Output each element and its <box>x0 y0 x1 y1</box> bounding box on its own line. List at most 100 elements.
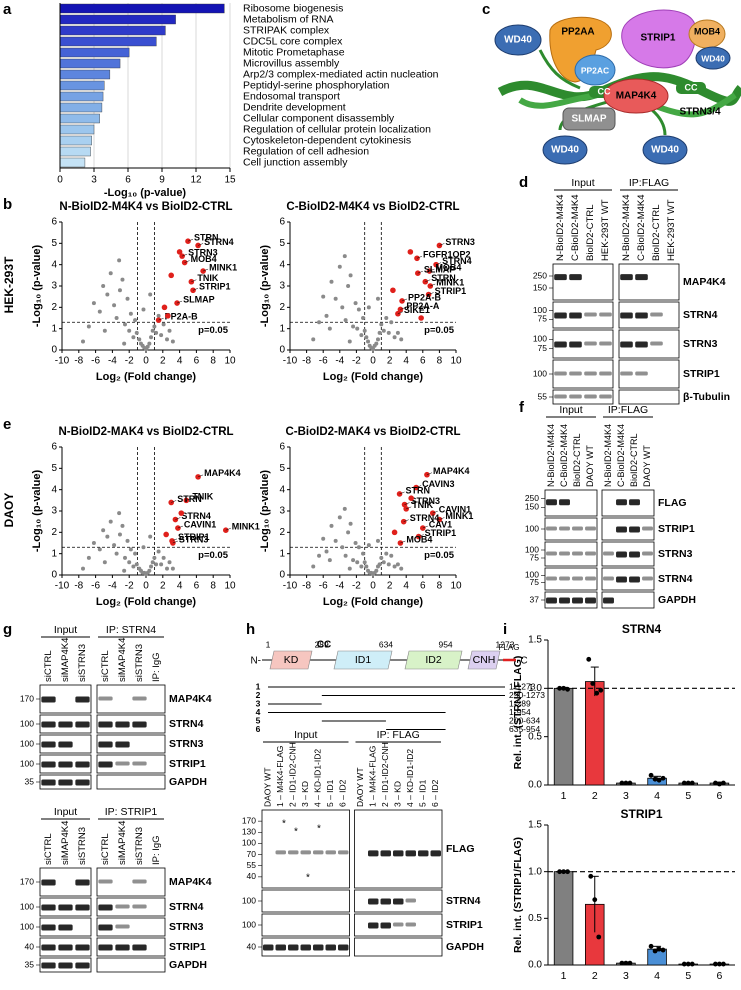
replicate-point <box>656 777 662 783</box>
residue-label: 954 <box>438 639 452 649</box>
replicate-point <box>652 948 658 954</box>
category-label: Cellular component disassembly <box>243 112 395 124</box>
hit-point <box>176 249 183 255</box>
chart-title: C-BioID2-M4K4 vs BioID2-CTRL <box>286 201 459 213</box>
replicate-point <box>648 772 654 778</box>
mw-marker: 170 <box>20 876 34 886</box>
band <box>41 779 56 786</box>
protein-point <box>120 277 125 282</box>
y-tick-label: 1 <box>51 323 57 334</box>
protein-point <box>374 341 379 346</box>
label-leader <box>404 502 410 505</box>
protein-point <box>359 564 364 569</box>
protein-label: FLAG <box>446 843 475 855</box>
band <box>41 904 56 911</box>
x-tick-label: -8 <box>74 581 83 592</box>
band <box>115 741 130 748</box>
protein-point <box>149 564 154 569</box>
protein-point <box>161 555 166 560</box>
y-tick-label: 3 <box>51 506 57 517</box>
blot-frame <box>601 517 655 541</box>
blot-frame <box>96 917 166 937</box>
diagram-label: WD40 <box>551 145 579 156</box>
x-tick-label: 4 <box>654 970 660 982</box>
label-leader <box>399 491 405 495</box>
y-tick-label: 2 <box>51 527 57 538</box>
construct-id: 6 <box>256 724 261 734</box>
hit-label: MOB4 <box>406 534 432 544</box>
hit-label: CAVIN3 <box>422 479 454 489</box>
band <box>585 551 596 556</box>
group-label: IP: STRN4 <box>106 624 156 636</box>
x-tick-label: -10 <box>283 356 298 367</box>
label-leader <box>184 260 190 263</box>
mw-marker: 37 <box>530 594 540 604</box>
protein-point <box>114 316 119 320</box>
band <box>98 741 113 748</box>
x-tick-label: 4 <box>177 581 183 592</box>
hit-point <box>200 268 206 274</box>
protein-label: GAPDH <box>169 959 207 971</box>
x-tick-label: 0 <box>57 175 63 186</box>
x-tick-label: 5 <box>685 790 691 802</box>
y-axis-label: -Log₁₀ (p-value) <box>259 470 271 553</box>
mw-marker: 100 <box>533 305 547 315</box>
band <box>584 394 597 399</box>
blot-frame <box>96 897 166 917</box>
band <box>650 312 663 317</box>
band <box>635 341 648 348</box>
band <box>275 850 286 855</box>
group-label: Input <box>559 404 582 416</box>
band <box>325 944 336 951</box>
label-leader <box>403 519 409 522</box>
y-tick-label: 4 <box>279 259 285 270</box>
y-axis-label: Rel. int. (STRIP1/FLAG) <box>512 837 524 953</box>
hit-point <box>165 313 171 319</box>
band <box>554 274 567 281</box>
mw-marker: 35 <box>25 959 35 969</box>
x-tick-label: 0 <box>143 581 149 592</box>
lane-label: BioID2-CTRL <box>585 205 596 262</box>
group-label: IP: STRIP1 <box>105 806 158 818</box>
band <box>288 850 299 855</box>
blot-frame <box>618 263 680 301</box>
protein-point <box>105 534 110 539</box>
hit-label: TNIK <box>192 492 213 502</box>
band <box>41 721 56 728</box>
protein-point <box>384 316 389 320</box>
group-label: Input <box>54 806 77 818</box>
band <box>599 341 612 346</box>
x-tick-label: -4 <box>108 581 117 592</box>
y-tick-label: 1.5 <box>528 635 542 646</box>
mw-marker: 35 <box>25 776 35 786</box>
label-leader <box>186 498 192 501</box>
protein-point <box>123 322 127 327</box>
x-tick-label: -4 <box>335 356 344 367</box>
mw-marker: 40 <box>25 941 35 951</box>
panel-label: g <box>3 621 12 638</box>
band <box>313 850 324 855</box>
slmap <box>562 107 616 131</box>
lane-label: HEK-293T WT <box>600 199 611 261</box>
label-leader <box>439 243 445 246</box>
x-tick-label: 8 <box>210 356 216 367</box>
band <box>115 944 130 951</box>
mw-marker: 55 <box>247 860 257 870</box>
y-tick-label: 0 <box>279 570 285 581</box>
protein-point <box>122 568 127 573</box>
mw-marker: 70 <box>247 849 257 859</box>
mw-marker: 100 <box>242 838 256 848</box>
bar <box>585 681 605 786</box>
terminal-label: -C <box>517 656 528 667</box>
construct-range: 290-634 <box>509 715 540 725</box>
lane-label: HEK-293T WT <box>666 199 677 261</box>
mw-marker: 100 <box>20 718 34 728</box>
label-leader <box>429 268 435 272</box>
hit-label: MOB4 <box>435 262 461 272</box>
band <box>115 721 130 728</box>
band <box>41 924 56 931</box>
hit-label: STRN3 <box>188 248 218 258</box>
band <box>75 879 90 886</box>
bar <box>59 3 225 14</box>
